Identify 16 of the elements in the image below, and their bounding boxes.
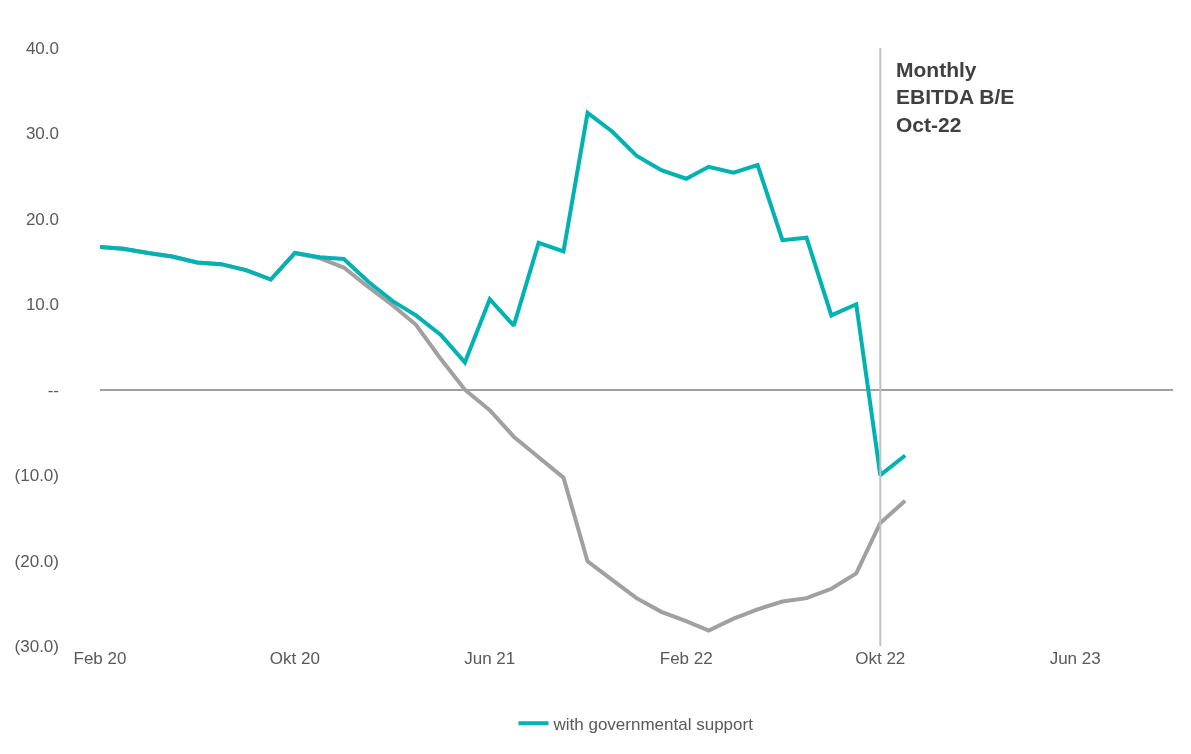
x-tick-label: Feb 20: [73, 649, 127, 668]
y-tick-label: 10.0: [25, 295, 59, 315]
y-tick-label: 30.0: [25, 124, 59, 144]
legend-label: with governmental support: [552, 714, 754, 734]
x-tick-label: Feb 22: [659, 649, 713, 668]
x-tick-label: Jun 23: [1049, 649, 1101, 668]
x-tick-label: Okt 22: [855, 649, 906, 668]
y-tick-label: (20.0): [14, 551, 59, 571]
y-tick-label: (10.0): [14, 466, 59, 486]
x-tick-label: Jun 21: [464, 649, 516, 668]
y-tick-label: 20.0: [25, 209, 59, 229]
y-tick-label: --: [47, 380, 59, 400]
y-tick-label: 40.0: [25, 38, 59, 58]
y-tick-label: (30.0): [14, 636, 59, 656]
x-tick-label: Okt 20: [269, 649, 320, 668]
ref-line-label: Monthly EBITDA B/E Oct-22: [896, 58, 1015, 136]
